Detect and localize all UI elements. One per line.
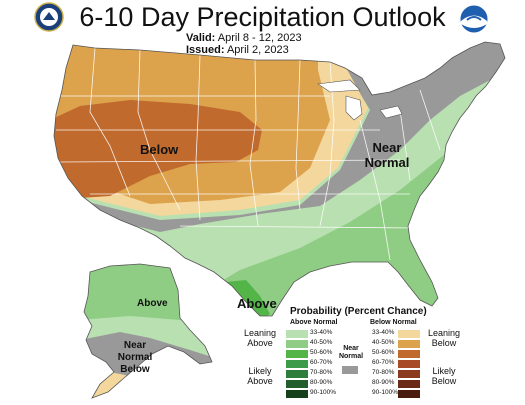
region-above-50-60 — [226, 280, 270, 316]
legend-above-swatch — [286, 390, 308, 398]
ak-region-below — [84, 372, 140, 398]
label-near-line1: Near — [372, 140, 402, 155]
page-title: 6-10 Day Precipitation Outlook — [79, 2, 446, 32]
issued-label: Issued: — [186, 44, 225, 56]
label-ak-line2: Normal — [117, 352, 153, 363]
issued-date: Issued: April 2, 2023 — [186, 44, 289, 56]
leaning-below-line1: Leaning — [427, 328, 461, 338]
label-below: Below — [140, 142, 179, 157]
lake-michigan — [345, 95, 363, 121]
legend-title: Probability (Percent Chance) — [290, 306, 427, 317]
legend-above-swatch-label: 33-40% — [310, 329, 333, 336]
legend-near-line1: Near — [343, 345, 359, 352]
legend-likely-above: Likely Above — [240, 366, 280, 386]
legend-below-swatch-label: 40-50% — [372, 339, 395, 346]
legend-near-line2: Normal — [338, 353, 364, 360]
legend-below-header: Below Normal — [370, 319, 417, 326]
legend-leaning-below: Leaning Below — [424, 328, 464, 348]
alaska-outline — [83, 263, 213, 399]
legend-above-swatch-label: 40-50% — [310, 339, 333, 346]
legend-below-swatch-label: 33-40% — [372, 329, 395, 336]
valid-label: Valid: — [186, 32, 216, 44]
lake-superior — [317, 79, 361, 93]
leaning-below-line2: Below — [431, 338, 457, 348]
legend-below-swatch-label: 70-80% — [372, 369, 395, 376]
legend-below-swatch — [398, 360, 420, 368]
label-near-normal: Near Normal — [362, 140, 412, 170]
valid-value: April 8 - 12, 2023 — [217, 32, 302, 44]
leaning-above-line1: Leaning — [243, 328, 277, 338]
label-near-line2: Normal — [364, 155, 410, 170]
legend-above-swatch — [286, 340, 308, 348]
legend-above-swatch — [286, 360, 308, 368]
issued-value: April 2, 2023 — [226, 44, 289, 56]
likely-above-line1: Likely — [248, 366, 272, 376]
legend-above-swatch — [286, 370, 308, 378]
doc-seal-icon — [34, 2, 64, 32]
legend-leaning-above: Leaning Above — [240, 328, 280, 348]
label-above-florida: Above — [237, 296, 277, 311]
state-lines — [56, 47, 441, 261]
conus-outline — [53, 41, 506, 317]
legend-below-swatch — [398, 340, 420, 348]
likely-below-line1: Likely — [432, 366, 456, 376]
legend-above-swatch — [286, 380, 308, 388]
legend-below-swatch — [398, 330, 420, 338]
legend-above-swatch-label: 60-70% — [310, 359, 333, 366]
legend-near-header: Near Normal — [336, 345, 366, 361]
legend-above-swatch — [286, 330, 308, 338]
label-ak-line3: Below — [120, 364, 150, 375]
legend-below-swatch — [398, 350, 420, 358]
legend-below-swatch — [398, 390, 420, 398]
valid-dates: Valid: April 8 - 12, 2023 — [186, 32, 302, 44]
legend-below-swatch-label: 50-60% — [372, 349, 395, 356]
lake-erie — [379, 105, 403, 119]
label-above-alaska: Above — [137, 298, 168, 309]
legend-above-swatch — [286, 350, 308, 358]
likely-above-line2: Above — [247, 376, 273, 386]
label-near-normal-below-alaska: Near Normal Below — [110, 340, 160, 376]
legend-above-swatch-label: 50-60% — [310, 349, 333, 356]
legend-above-swatch-label: 80-90% — [310, 379, 333, 386]
legend-below-swatch-label: 90-100% — [372, 389, 399, 396]
legend-below-swatch — [398, 380, 420, 388]
legend-near-swatch — [342, 366, 358, 374]
leaning-above-line2: Above — [247, 338, 273, 348]
region-below-50-60 — [54, 100, 262, 198]
legend-above-header: Above Normal — [290, 319, 338, 326]
label-ak-line1: Near — [123, 340, 147, 351]
legend-below-swatch-label: 60-70% — [372, 359, 395, 366]
legend-above-swatch-label: 70-80% — [310, 369, 333, 376]
legend-likely-below: Likely Below — [424, 366, 464, 386]
noaa-logo-icon — [459, 4, 489, 34]
legend-below-swatch-label: 80-90% — [372, 379, 395, 386]
likely-below-line2: Below — [431, 376, 457, 386]
legend-below-swatch — [398, 370, 420, 378]
legend-above-swatch-label: 90-100% — [310, 389, 337, 396]
